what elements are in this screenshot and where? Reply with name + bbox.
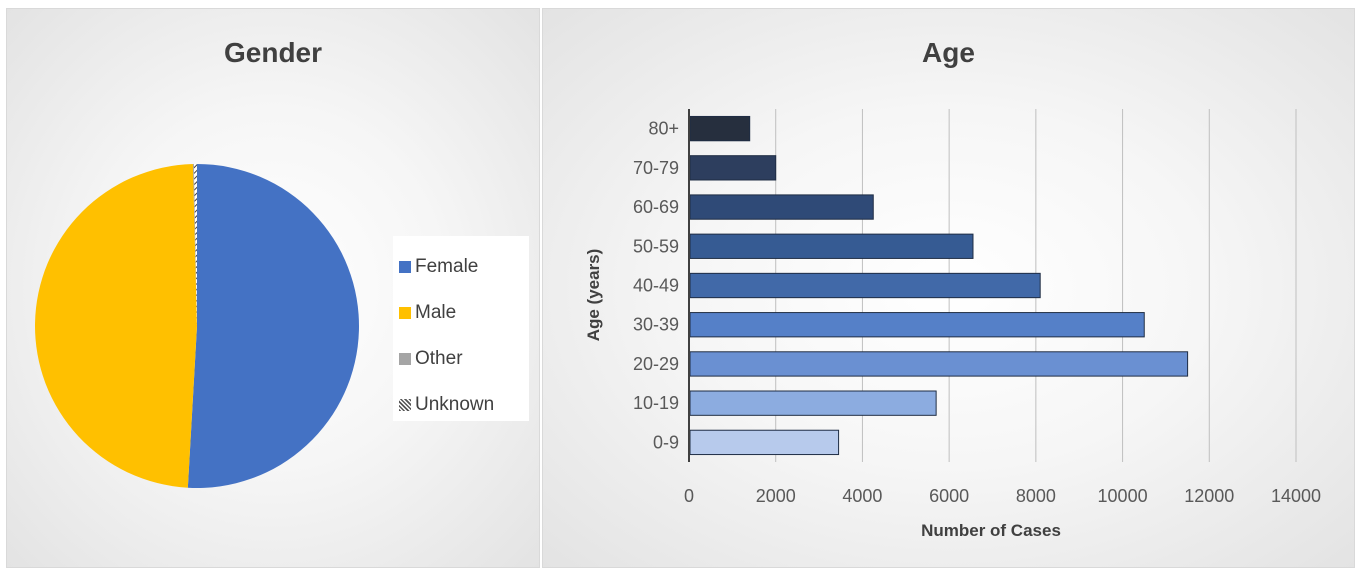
y-tick-label-60-69: 60-69 [633,197,679,217]
bar-30-39 [689,312,1145,338]
y-tick-label-40-49: 40-49 [633,276,679,296]
x-tick-label-14000: 14000 [1271,486,1321,506]
x-tick-label-6000: 6000 [929,486,969,506]
unknown-swatch [399,399,411,411]
legend-item-male: Male [393,290,529,336]
legend-item-female: Female [393,244,529,290]
other-swatch [399,353,411,365]
legend-item-other: Other [393,336,529,382]
x-tick-label-0: 0 [684,486,694,506]
x-tick-labels: 0 2000 4000 6000 8000 10000 12000 14000 [684,486,1321,506]
age-chart-panel: Age 80+ 70-79 60-69 50-59 40-49 30-39 20-29 10-… [542,8,1355,568]
legend-label-unknown: Unknown [415,394,495,415]
bar-40-49 [689,272,1041,299]
y-axis-title: Age (years) [584,249,603,342]
y-tick-label-20-29: 20-29 [633,354,679,374]
age-bar-chart: 80+ 70-79 60-69 50-59 40-49 30-39 20-29 10-19 0-… [584,109,1321,540]
gender-legend: Female Male Other Unknown [393,236,529,421]
bar-50-59 [689,233,974,259]
bar-80 [689,115,751,142]
pie-slices [34,164,359,488]
bar-20-29 [689,351,1189,377]
y-tick-label-10-19: 10-19 [633,393,679,413]
legend-label-female: Female [415,256,479,277]
gender-pie-chart [34,164,359,488]
male-swatch [399,307,411,319]
pie-slice-other [192,164,197,326]
bars [689,115,1189,456]
x-tick-label-10000: 10000 [1098,486,1148,506]
gender-chart-title: Gender [223,37,323,68]
gender-chart-panel: Gender Female Male Other Unknown [6,8,540,568]
y-tick-label-50-59: 50-59 [633,236,679,256]
x-tick-label-12000: 12000 [1184,486,1234,506]
x-tick-label-8000: 8000 [1016,486,1056,506]
female-swatch [399,261,411,273]
age-chart-title: Age [922,37,975,68]
y-tick-label-0-9: 0-9 [653,432,679,452]
y-tick-label-70-79: 70-79 [633,158,679,178]
y-tick-labels: 80+ 70-79 60-69 50-59 40-49 30-39 20-29 10-19 0-… [633,119,679,453]
pie-slice-unknown [193,164,197,326]
legend-label-male: Male [415,302,457,323]
legend-item-unknown: Unknown [393,382,529,428]
x-axis-title: Number of Cases [921,521,1061,540]
bar-70-79 [689,155,777,181]
bar-0-9 [689,429,840,456]
x-tick-label-2000: 2000 [756,486,796,506]
bar-10-19 [689,390,937,416]
x-tick-label-4000: 4000 [842,486,882,506]
y-tick-label-30-39: 30-39 [633,315,679,335]
pie-slice-female [187,164,359,488]
y-tick-label-80: 80+ [648,119,679,139]
legend-label-other: Other [415,348,463,369]
pie-slice-male [34,164,197,488]
bar-60-69 [689,194,874,220]
